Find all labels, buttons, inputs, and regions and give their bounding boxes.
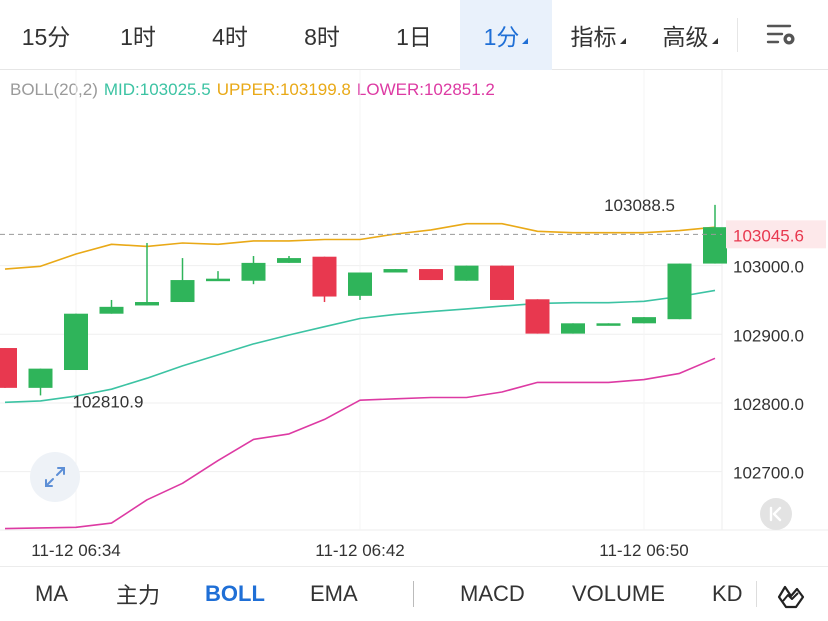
- back-to-latest-icon: [769, 506, 782, 522]
- candle-body: [135, 302, 159, 306]
- tab-1m[interactable]: 1分: [460, 0, 552, 70]
- candle-body: [277, 258, 301, 263]
- x-tick-label: 11-12 06:50: [599, 541, 688, 560]
- current-price-badge: [726, 220, 826, 249]
- price-chart[interactable]: 103000.0 102900.0 102800.0 102700.0 11-12 06…: [0, 70, 828, 566]
- current-price-label: 103045.6: [733, 226, 804, 245]
- indicator-ema[interactable]: EMA: [310, 581, 358, 606]
- low-price-annotation: 102810.9: [73, 392, 144, 411]
- candle-body: [383, 269, 408, 273]
- candle-body: [28, 368, 53, 388]
- indicator-bar: MA 主力 BOLL EMA MACD VOLUME KD: [0, 566, 828, 620]
- candle-body: [632, 317, 656, 324]
- indicator-ma[interactable]: MA: [35, 581, 68, 606]
- candle-body: [348, 272, 372, 296]
- y-tick-label: 102900.0: [733, 326, 804, 345]
- tab-1h[interactable]: 1时: [120, 24, 156, 50]
- high-price-annotation: 103088.5: [604, 196, 675, 215]
- legend-mid: MID:103025.5: [103, 80, 211, 99]
- candle-body: [703, 227, 727, 264]
- settings-icon: [766, 24, 795, 45]
- indicator-macd[interactable]: MACD: [460, 581, 525, 606]
- caret-icon: [619, 38, 626, 44]
- x-tick-label: 11-12 06:34: [31, 541, 120, 560]
- divider: [413, 581, 414, 607]
- expand-chart-button[interactable]: [30, 452, 80, 502]
- timeframe-bar: 15分 1时 4时 8时 1日 1分 指标 高级: [0, 0, 828, 70]
- indicator-main-force[interactable]: 主力: [116, 583, 161, 608]
- divider: [737, 18, 738, 52]
- indicator-kd[interactable]: KD: [712, 581, 743, 606]
- y-tick-label: 102700.0: [733, 464, 804, 483]
- chart-settings-button[interactable]: [760, 18, 800, 52]
- series-line-mid: [4, 289, 716, 404]
- candle-body: [206, 278, 230, 282]
- series-line-upper: [4, 222, 716, 270]
- tab-8h[interactable]: 8时: [304, 24, 340, 50]
- caret-icon: [711, 38, 718, 44]
- drawing-tool-icon: [777, 585, 805, 609]
- expand-icon: [45, 467, 65, 487]
- indicator-boll[interactable]: BOLL: [205, 581, 265, 606]
- candle-body: [525, 299, 550, 334]
- candle-body: [561, 323, 585, 334]
- candle-body: [667, 263, 692, 320]
- candle-body: [170, 280, 195, 303]
- tab-4h[interactable]: 4时: [212, 24, 248, 50]
- candle-body: [490, 265, 514, 300]
- legend-upper: UPPER:103199.8: [216, 80, 351, 99]
- drawing-tool-button[interactable]: [774, 577, 808, 611]
- candle-body: [419, 269, 443, 281]
- scroll-to-latest-button[interactable]: [760, 498, 792, 530]
- candle-body: [596, 323, 621, 326]
- candle-body: [241, 262, 266, 281]
- series-line-lower: [4, 357, 716, 530]
- y-tick-label: 102800.0: [733, 395, 804, 414]
- candle-body: [454, 265, 479, 281]
- y-tick-label: 103000.0: [733, 258, 804, 277]
- divider: [756, 581, 757, 607]
- candle-body: [64, 313, 88, 371]
- tab-advanced[interactable]: 高级: [644, 0, 736, 70]
- x-tick-label: 11-12 06:42: [315, 541, 404, 560]
- legend-lower: LOWER:102851.2: [356, 80, 495, 99]
- indicator-volume[interactable]: VOLUME: [572, 581, 665, 606]
- tab-indicators[interactable]: 指标: [552, 0, 644, 70]
- tab-15m[interactable]: 15分: [21, 24, 71, 50]
- tab-1d[interactable]: 1日: [396, 24, 432, 50]
- candle-body: [0, 348, 17, 388]
- caret-icon: [522, 38, 529, 44]
- candle-body: [312, 256, 337, 297]
- candle-body: [99, 306, 124, 314]
